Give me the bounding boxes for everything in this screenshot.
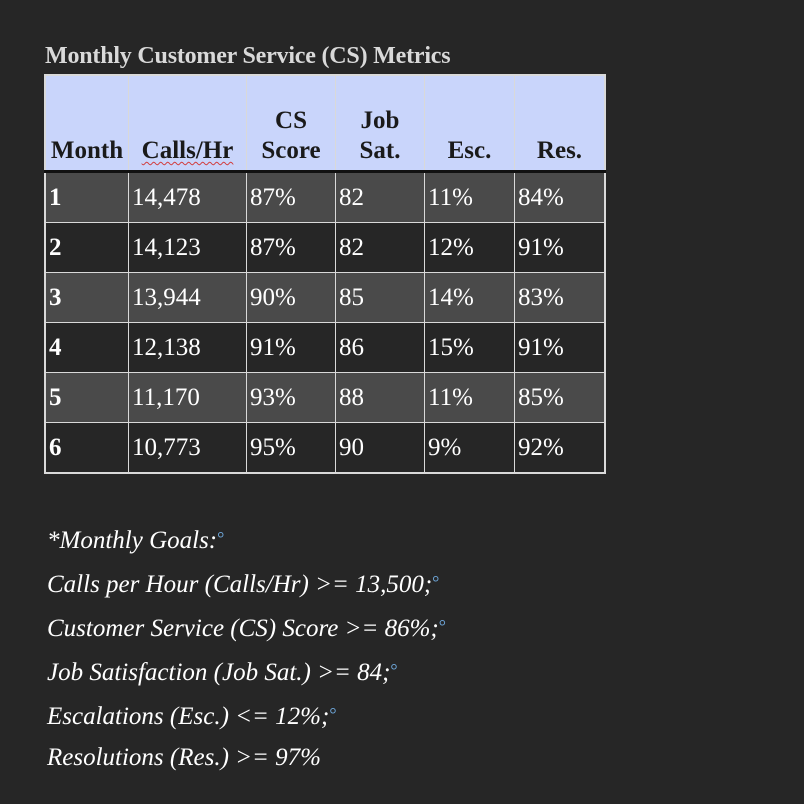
cell-res: 92% — [514, 422, 606, 474]
table-row: 3 13,944 90% 85 14% 83% — [44, 272, 606, 323]
table-header-row: Month Calls/Hr CS Score Job Sat. Esc. Res. — [44, 74, 606, 173]
cell-esc: 11% — [424, 372, 515, 423]
cell-res: 91% — [514, 222, 606, 273]
header-cs-score: CS Score — [246, 74, 336, 173]
cell-cs-score: 93% — [246, 372, 336, 423]
metrics-table: Month Calls/Hr CS Score Job Sat. Esc. Res.… — [44, 74, 606, 474]
cell-month: 5 — [44, 372, 129, 423]
goals-heading: *Monthly Goals:° — [47, 527, 225, 554]
monthly-goals: *Monthly Goals:° Calls per Hour (Calls/H… — [47, 519, 446, 783]
cell-res: 84% — [514, 171, 606, 223]
goal-escalations: Escalations (Esc.) <= 12%;° — [47, 703, 337, 730]
header-job-sat: Job Sat. — [335, 74, 425, 173]
header-calls-hr: Calls/Hr — [128, 74, 247, 173]
cell-cs-score: 95% — [246, 422, 336, 474]
cell-esc: 9% — [424, 422, 515, 474]
goal-calls-per-hour: Calls per Hour (Calls/Hr) >= 13,500;° — [47, 571, 440, 598]
cell-esc: 11% — [424, 171, 515, 223]
cell-job-sat: 90 — [335, 422, 425, 474]
cell-calls-hr: 11,170 — [128, 372, 247, 423]
cell-cs-score: 87% — [246, 222, 336, 273]
goal-resolutions: Resolutions (Res.) >= 97% — [47, 744, 321, 771]
cell-month: 6 — [44, 422, 129, 474]
cell-job-sat: 86 — [335, 322, 425, 373]
cell-month: 1 — [44, 171, 129, 223]
cell-month: 4 — [44, 322, 129, 373]
goal-job-satisfaction: Job Satisfaction (Job Sat.) >= 84;° — [47, 659, 398, 686]
table-row: 2 14,123 87% 82 12% 91% — [44, 222, 606, 273]
cell-calls-hr: 10,773 — [128, 422, 247, 474]
cell-res: 85% — [514, 372, 606, 423]
cell-res: 83% — [514, 272, 606, 323]
goal-cs-score: Customer Service (CS) Score >= 86%;° — [47, 615, 446, 642]
cell-calls-hr: 12,138 — [128, 322, 247, 373]
cell-calls-hr: 14,123 — [128, 222, 247, 273]
cell-esc: 14% — [424, 272, 515, 323]
cell-calls-hr: 14,478 — [128, 171, 247, 223]
document-title: Monthly Customer Service (CS) Metrics — [45, 43, 451, 69]
cell-esc: 12% — [424, 222, 515, 273]
cell-res: 91% — [514, 322, 606, 373]
cell-job-sat: 85 — [335, 272, 425, 323]
cell-calls-hr: 13,944 — [128, 272, 247, 323]
cell-cs-score: 87% — [246, 171, 336, 223]
header-month: Month — [44, 74, 129, 173]
cell-esc: 15% — [424, 322, 515, 373]
cell-cs-score: 90% — [246, 272, 336, 323]
header-res: Res. — [514, 74, 606, 173]
table-row: 5 11,170 93% 88 11% 85% — [44, 372, 606, 423]
cell-job-sat: 88 — [335, 372, 425, 423]
cell-job-sat: 82 — [335, 222, 425, 273]
cell-job-sat: 82 — [335, 171, 425, 223]
table-row: 6 10,773 95% 90 9% 92% — [44, 422, 606, 474]
table-row: 4 12,138 91% 86 15% 91% — [44, 322, 606, 373]
header-esc: Esc. — [424, 74, 515, 173]
cell-cs-score: 91% — [246, 322, 336, 373]
cell-month: 2 — [44, 222, 129, 273]
cell-month: 3 — [44, 272, 129, 323]
table-row: 1 14,478 87% 82 11% 84% — [44, 171, 606, 223]
